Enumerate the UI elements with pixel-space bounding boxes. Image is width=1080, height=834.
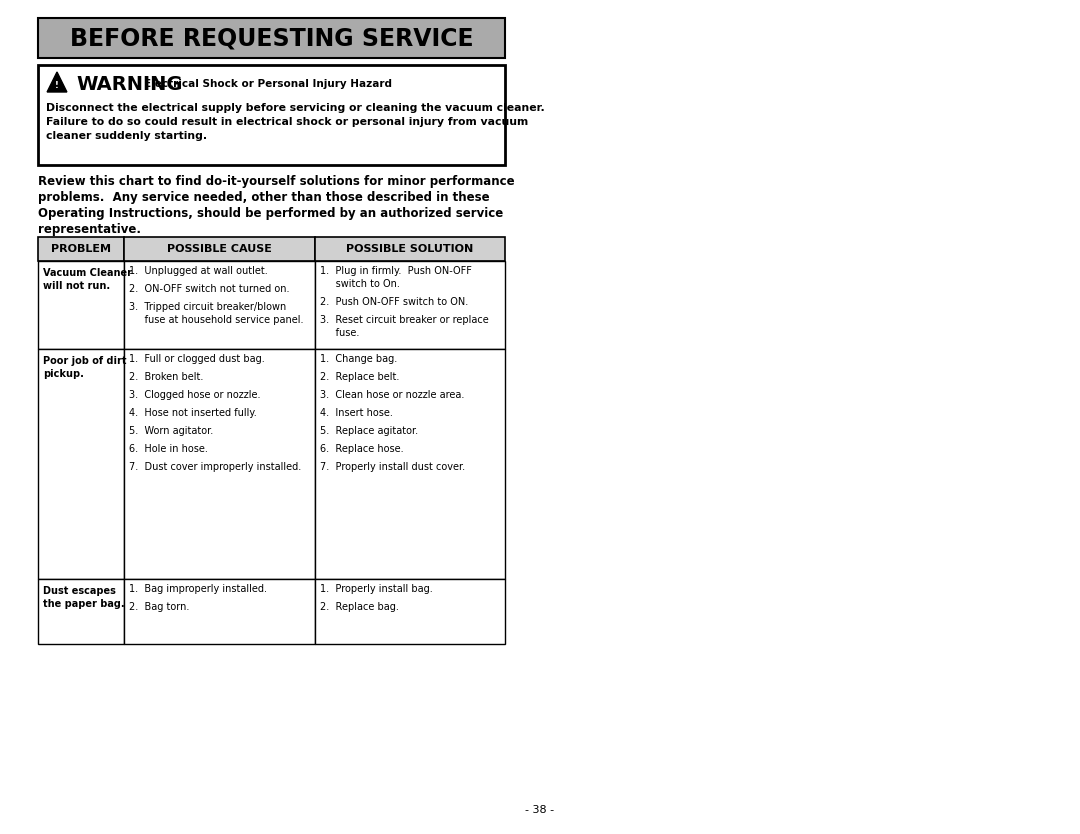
Bar [38,261,124,349]
Bar [124,261,315,349]
Text: Operating Instructions, should be performed by an authorized service: Operating Instructions, should be perfor… [38,207,503,220]
Text: Dust escapes
the paper bag.: Dust escapes the paper bag. [43,586,124,609]
Bar [315,237,505,261]
Bar [124,349,315,579]
Text: PROBLEM: PROBLEM [51,244,111,254]
Bar [38,65,505,165]
Text: fuse.: fuse. [320,328,360,338]
Text: 1.  Properly install bag.: 1. Properly install bag. [320,584,433,594]
Text: Poor job of dirt
pickup.: Poor job of dirt pickup. [43,356,126,379]
Text: 2.  ON-OFF switch not turned on.: 2. ON-OFF switch not turned on. [129,284,289,294]
Text: POSSIBLE CAUSE: POSSIBLE CAUSE [167,244,272,254]
Text: cleaner suddenly starting.: cleaner suddenly starting. [46,131,207,141]
Text: !: ! [55,81,59,89]
Text: 3.  Reset circuit breaker or replace: 3. Reset circuit breaker or replace [320,315,489,325]
Text: 1.  Full or clogged dust bag.: 1. Full or clogged dust bag. [129,354,265,364]
Text: 2.  Bag torn.: 2. Bag torn. [129,602,189,612]
Text: 3.  Clogged hose or nozzle.: 3. Clogged hose or nozzle. [129,390,260,400]
Text: Vacuum Cleaner
will not run.: Vacuum Cleaner will not run. [43,268,132,291]
Text: Review this chart to find do-it-yourself solutions for minor performance: Review this chart to find do-it-yourself… [38,175,515,188]
Text: Failure to do so could result in electrical shock or personal injury from vacuum: Failure to do so could result in electri… [46,117,528,127]
Bar [38,579,124,644]
Text: 6.  Replace hose.: 6. Replace hose. [320,444,404,454]
Text: 1.  Bag improperly installed.: 1. Bag improperly installed. [129,584,267,594]
Bar [315,261,505,349]
Text: switch to On.: switch to On. [320,279,400,289]
Bar [124,237,315,261]
Text: 2.  Push ON-OFF switch to ON.: 2. Push ON-OFF switch to ON. [320,297,469,307]
Bar [124,579,315,644]
Bar [38,18,505,58]
Text: 6.  Hole in hose.: 6. Hole in hose. [129,444,207,454]
Text: Disconnect the electrical supply before servicing or cleaning the vacuum cleaner: Disconnect the electrical supply before … [46,103,544,113]
Bar [38,237,124,261]
Text: 7.  Properly install dust cover.: 7. Properly install dust cover. [320,462,465,472]
Text: 1.  Plug in firmly.  Push ON-OFF: 1. Plug in firmly. Push ON-OFF [320,266,472,276]
Text: 5.  Worn agitator.: 5. Worn agitator. [129,426,213,436]
Text: fuse at household service panel.: fuse at household service panel. [129,315,303,325]
Polygon shape [48,72,67,92]
Text: 4.  Insert hose.: 4. Insert hose. [320,408,393,418]
Text: 3.  Clean hose or nozzle area.: 3. Clean hose or nozzle area. [320,390,464,400]
Bar [315,349,505,579]
Text: BEFORE REQUESTING SERVICE: BEFORE REQUESTING SERVICE [70,26,473,50]
Text: 5.  Replace agitator.: 5. Replace agitator. [320,426,418,436]
Text: Electrical Shock or Personal Injury Hazard: Electrical Shock or Personal Injury Haza… [144,79,392,89]
Text: WARNING: WARNING [76,74,183,93]
Text: - 38 -: - 38 - [526,805,554,815]
Text: 3.  Tripped circuit breaker/blown: 3. Tripped circuit breaker/blown [129,302,286,312]
Text: 1.  Unplugged at wall outlet.: 1. Unplugged at wall outlet. [129,266,268,276]
Text: representative.: representative. [38,223,141,236]
Text: problems.  Any service needed, other than those described in these: problems. Any service needed, other than… [38,191,489,204]
Text: 1.  Change bag.: 1. Change bag. [320,354,397,364]
Text: 2.  Replace bag.: 2. Replace bag. [320,602,399,612]
Text: 2.  Broken belt.: 2. Broken belt. [129,372,203,382]
Text: 7.  Dust cover improperly installed.: 7. Dust cover improperly installed. [129,462,301,472]
Bar [38,349,124,579]
Text: 2.  Replace belt.: 2. Replace belt. [320,372,400,382]
Text: POSSIBLE SOLUTION: POSSIBLE SOLUTION [347,244,474,254]
Text: 4.  Hose not inserted fully.: 4. Hose not inserted fully. [129,408,257,418]
Bar [315,579,505,644]
